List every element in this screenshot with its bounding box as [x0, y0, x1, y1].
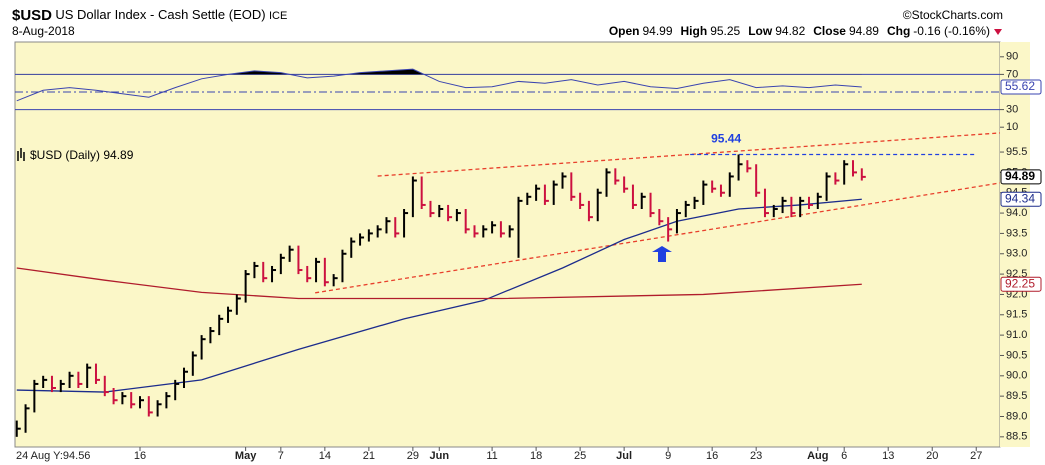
quote-label: Low: [748, 24, 773, 38]
rsi-tick-label: 10: [1006, 121, 1018, 133]
quote-label: Open: [609, 24, 640, 38]
y-tick-label: 91.5: [1006, 309, 1027, 321]
x-tick-label: 14: [319, 450, 331, 462]
symbol: $USD: [12, 7, 52, 24]
quote-label: High: [681, 24, 708, 38]
x-tick-label: 16: [706, 450, 718, 462]
source: ©StockCharts.com: [903, 8, 1003, 22]
y-tick-label: 91.0: [1006, 329, 1027, 341]
y-tick-label: 88.5: [1006, 431, 1027, 443]
cursor-box: [15, 449, 97, 463]
annotation: 95.44: [711, 132, 741, 146]
price-tag-label: 92.25: [1005, 276, 1035, 290]
x-tick-label: 6: [841, 450, 847, 462]
x-tick-label: 20: [926, 450, 938, 462]
axis-background: [1000, 42, 1030, 447]
price-tag-label: 94.34: [1005, 191, 1035, 205]
moving-average: [16, 198, 862, 393]
rsi-tick-label: 90: [1006, 51, 1018, 63]
y-tick-label: 93.0: [1006, 248, 1027, 260]
x-tick-label: 11: [486, 450, 497, 462]
price-tag: [1000, 169, 1042, 185]
quote-value: 94.89: [849, 24, 879, 38]
rsi-tick-label: 30: [1006, 104, 1018, 116]
y-tick-label: 90.5: [1006, 349, 1027, 361]
x-tick-label: 7: [278, 450, 284, 462]
x-tick-label: 9: [665, 450, 671, 462]
trendline: [315, 182, 1001, 294]
blue-arrow: [652, 246, 672, 262]
x-tick-label: Jun: [429, 450, 449, 462]
x-tick-label: May: [235, 450, 257, 462]
y-tick-label: 89.5: [1006, 390, 1027, 402]
price-tag-label: 94.89: [1005, 169, 1035, 183]
price-tag: [1000, 276, 1042, 292]
quote-value: 94.99: [642, 24, 672, 38]
moving-average: [16, 267, 862, 300]
quote: Open 94.99 High 95.25 Low 94.82 Close 94.89 Chg -…: [609, 24, 990, 38]
title: $USD US Dollar Index - Cash Settle (EOD)…: [12, 7, 287, 24]
plot-background: [14, 41, 1001, 448]
y-tick-label: 89.0: [1006, 410, 1027, 422]
x-tick-label: 25: [574, 450, 586, 462]
legend-icon: [17, 148, 25, 161]
trendline: [377, 132, 1001, 177]
price-tag-label: 55.62: [1005, 79, 1035, 93]
x-tick-label: Jul: [616, 450, 632, 462]
y-tick-label: 90.0: [1006, 370, 1027, 382]
x-tick-label: 23: [750, 450, 762, 462]
x-tick-label: 27: [970, 450, 982, 462]
x-tick-label: 18: [530, 450, 542, 462]
date: 8-Aug-2018: [12, 24, 75, 38]
exchange: ICE: [269, 10, 287, 22]
rsi-line: [16, 68, 862, 102]
down-arrow: [994, 29, 1002, 35]
quote-value: 95.25: [710, 24, 740, 38]
price-tag: [1000, 191, 1042, 207]
x-tick-label: Aug: [807, 450, 828, 462]
x-tick-label: 16: [134, 450, 146, 462]
instrument-name: US Dollar Index - Cash Settle (EOD): [55, 7, 265, 22]
quote-label: Close: [813, 24, 846, 38]
legend: $USD (Daily) 94.89: [30, 148, 134, 162]
cursor-readout: 24 Aug Y:94.56: [16, 450, 90, 462]
y-tick-label: 93.5: [1006, 227, 1027, 239]
x-tick-label: 13: [882, 450, 894, 462]
quote-value: -0.16 (-0.16%): [913, 24, 990, 38]
x-tick-label: 21: [363, 450, 375, 462]
y-tick-label: 94.0: [1006, 207, 1027, 219]
price-tag: [1000, 79, 1042, 95]
quote-label: Chg: [887, 24, 910, 38]
y-tick-label: 95.5: [1006, 146, 1027, 158]
x-tick-label: 29: [407, 450, 419, 462]
quote-value: 94.82: [775, 24, 805, 38]
rsi-tick-label: 70: [1006, 68, 1018, 80]
